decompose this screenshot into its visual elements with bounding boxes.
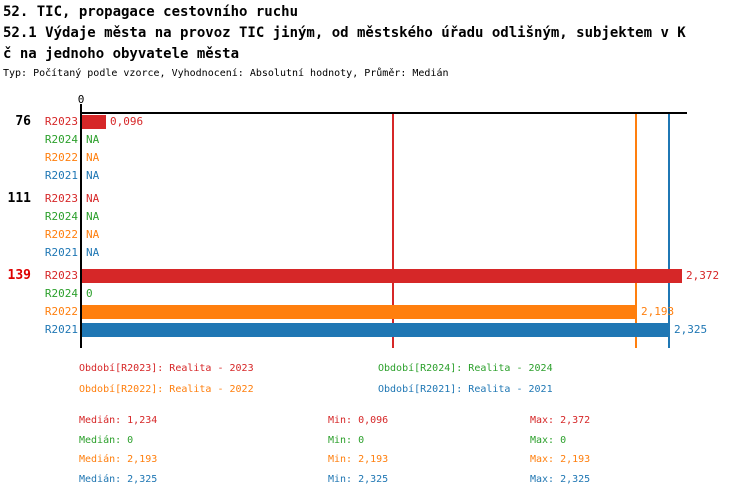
stat-median-r2023: Medián: 1,234 <box>79 415 158 426</box>
median-line-r2021 <box>668 113 670 348</box>
y-axis-line <box>80 104 82 348</box>
stat-max-r2024: Max: 0 <box>530 435 567 446</box>
legend-item-r2022: Období[R2022]: Realita - 2022 <box>79 384 254 395</box>
bar-value-label: 2,372 <box>686 269 720 282</box>
stat-median-r2021: Medián: 2,325 <box>79 474 158 485</box>
chart-title-line-3: č na jednoho obyvatele města <box>3 46 240 62</box>
row-label-r2024: R2024 <box>44 133 78 146</box>
row-label-r2023: R2023 <box>44 192 78 205</box>
bar-value-label: 0,096 <box>110 115 144 128</box>
na-label: NA <box>86 192 100 205</box>
bar-76-r2023 <box>82 115 106 129</box>
stat-min-r2023: Min: 0,096 <box>328 415 389 426</box>
median-line-r2022 <box>635 113 637 348</box>
bar-139-r2023 <box>82 269 682 283</box>
na-label: NA <box>86 210 100 223</box>
x-baseline <box>80 112 687 114</box>
na-label: NA <box>86 151 100 164</box>
na-label: NA <box>86 169 100 182</box>
stat-max-r2022: Max: 2,193 <box>530 454 591 465</box>
bar-139-r2021 <box>82 323 670 337</box>
row-label-r2024: R2024 <box>44 210 78 223</box>
na-label: NA <box>86 246 100 259</box>
row-label-r2022: R2022 <box>44 305 78 318</box>
group-label-111: 111 <box>7 191 31 206</box>
legend-item-r2024: Období[R2024]: Realita - 2024 <box>378 363 553 374</box>
stat-median-r2022: Medián: 2,193 <box>79 454 158 465</box>
legend-item-r2021: Období[R2021]: Realita - 2021 <box>378 384 553 395</box>
stat-min-r2021: Min: 2,325 <box>328 474 389 485</box>
na-label: NA <box>86 228 100 241</box>
bar-139-r2022 <box>82 305 637 319</box>
row-label-r2021: R2021 <box>44 169 78 182</box>
row-label-r2023: R2023 <box>44 269 78 282</box>
chart-title-line-2: 52.1 Výdaje města na provoz TIC jiným, o… <box>3 25 686 41</box>
row-label-r2021: R2021 <box>44 323 78 336</box>
na-label: NA <box>86 133 100 146</box>
zero-tick-label: 0 <box>77 93 85 106</box>
chart-meta-line: Typ: Počítaný podle vzorce, Vyhodnocení:… <box>3 68 449 79</box>
stat-median-r2024: Medián: 0 <box>79 435 134 446</box>
median-line-r2023 <box>392 113 394 348</box>
chart-title-line-1: 52. TIC, propagace cestovního ruchu <box>3 4 299 20</box>
stat-min-r2022: Min: 2,193 <box>328 454 389 465</box>
zero-value-label: 0 <box>86 287 93 300</box>
row-label-r2022: R2022 <box>44 228 78 241</box>
stat-max-r2023: Max: 2,372 <box>530 415 591 426</box>
bar-value-label: 2,193 <box>641 305 675 318</box>
group-label-139: 139 <box>7 268 31 283</box>
legend-item-r2023: Období[R2023]: Realita - 2023 <box>79 363 254 374</box>
stat-min-r2024: Min: 0 <box>328 435 365 446</box>
bar-value-label: 2,325 <box>674 323 708 336</box>
row-label-r2024: R2024 <box>44 287 78 300</box>
row-label-r2022: R2022 <box>44 151 78 164</box>
row-label-r2021: R2021 <box>44 246 78 259</box>
row-label-r2023: R2023 <box>44 115 78 128</box>
stat-max-r2021: Max: 2,325 <box>530 474 591 485</box>
group-label-76: 76 <box>15 114 31 129</box>
